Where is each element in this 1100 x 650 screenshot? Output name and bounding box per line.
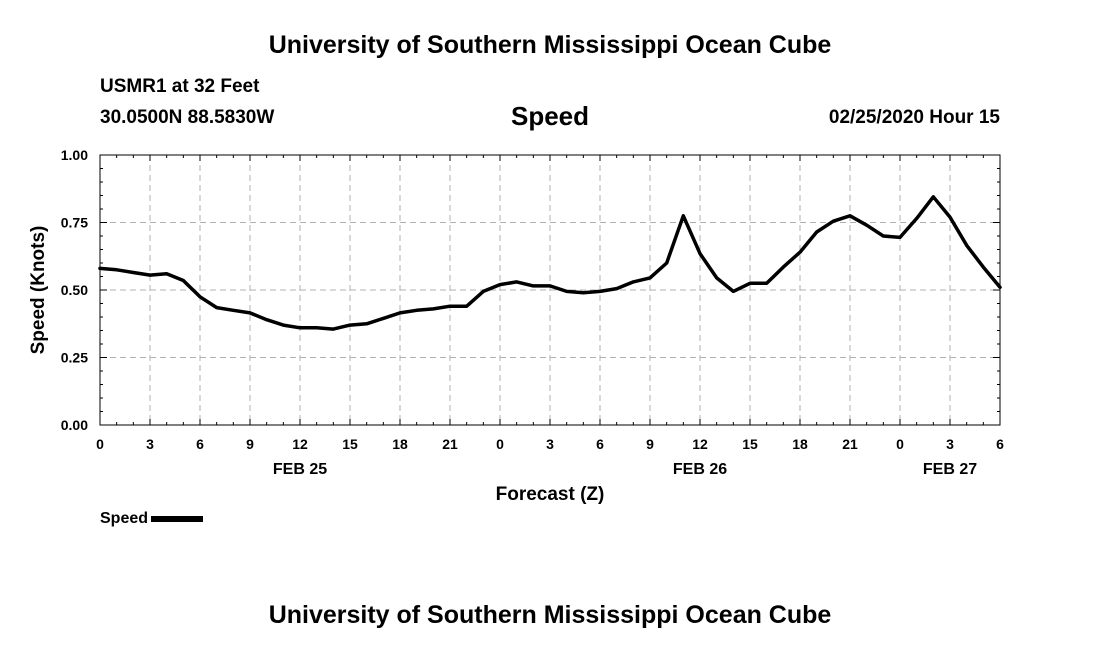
chart-title: Speed [510,101,590,131]
x-tick-label: 9 [646,436,654,452]
legend-label: Speed [100,510,149,527]
x-tick-label: 21 [842,436,858,452]
x-tick-label: 18 [792,436,808,452]
x-tick-label: 0 [896,436,904,452]
day-label: FEB 27 [923,461,977,478]
day-label: FEB 25 [273,461,327,478]
legend: Speed [100,510,204,528]
x-tick-label: 0 [496,436,504,452]
x-tick-label: 6 [196,436,204,452]
x-tick-label: 15 [342,436,358,452]
legend-swatch [151,516,204,522]
x-tick-label: 0 [96,436,104,452]
datetime-label: 02/25/2020 Hour 15 [828,107,1000,128]
plot-frame [99,154,1001,426]
y-tick-label: 1.00 [61,147,88,163]
x-tick-label: 21 [442,436,458,452]
x-tick-label: 12 [292,436,308,452]
speed-series-line [98,195,1002,331]
y-tick-label: 0.50 [61,282,88,298]
x-tick-label: 3 [146,436,154,452]
x-tick-label: 9 [246,436,254,452]
x-tick-label: 6 [596,436,604,452]
y-tick-label: 0.75 [61,215,88,231]
x-tick-label: 15 [742,436,758,452]
x-axis-label: Forecast (Z) [496,484,605,505]
x-tick-label: 12 [692,436,708,452]
y-axis-label: Speed (Knots) [28,226,49,355]
footer-title: University of Southern Mississippi Ocean… [268,601,832,629]
x-tick-label: 6 [996,436,1004,452]
location-label: 30.0500N 88.5830W [100,107,275,128]
x-tick-label: 18 [392,436,408,452]
y-tick-label: 0.25 [61,350,88,366]
x-tick-label: 3 [946,436,954,452]
station-label: USMR1 at 32 Feet [100,76,260,97]
y-tick-label: 0.00 [61,417,88,433]
x-tick-label: 3 [546,436,554,452]
day-label: FEB 26 [673,461,727,478]
page-title: University of Southern Mississippi Ocean… [268,31,832,59]
